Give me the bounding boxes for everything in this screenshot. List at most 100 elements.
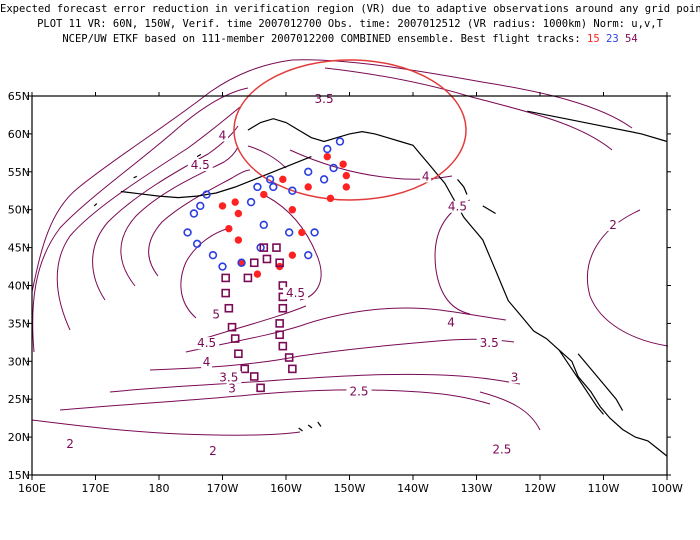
contour-lines [31, 59, 669, 436]
contour-label-bg [444, 200, 470, 213]
contour-label: 4.5 [448, 200, 467, 214]
track-54-point [249, 372, 259, 381]
x-tick-label: 150W [334, 482, 366, 495]
track-54-point [275, 330, 284, 340]
contour-label-bg [476, 337, 502, 350]
coastlines [93, 110, 668, 457]
map-border [31, 95, 668, 476]
y-tick-label: 50N [8, 204, 30, 217]
track-15-point [288, 251, 297, 259]
contour-2-5-south [59, 389, 491, 411]
track-54-point [262, 254, 272, 264]
track-15-point [225, 224, 233, 233]
contour-label: 3.5 [219, 370, 238, 384]
contour-3-south [109, 373, 521, 393]
track-23-point [329, 163, 338, 173]
track-54-point [284, 353, 294, 362]
contour-label: 5 [212, 307, 220, 321]
coastline-segment [247, 118, 668, 457]
contour-3-5-west [92, 125, 239, 301]
coastline-segment [196, 153, 202, 158]
plot-title-line-2: PLOT 11 VR: 60N, 150W, Verif. time 20070… [37, 18, 663, 30]
coastline-segment [307, 424, 313, 429]
contour-label: 3.5 [315, 92, 334, 106]
track-23-point [218, 262, 227, 271]
coastline-segment [577, 353, 624, 411]
x-tick-label: 110W [588, 482, 620, 495]
x-tick-label: 100W [651, 482, 683, 495]
track-54-point [221, 273, 230, 283]
track-54-point [240, 364, 250, 374]
contour-label-bg [509, 371, 521, 384]
contour-label: 4.5 [197, 336, 216, 350]
track-54-point [224, 303, 234, 313]
track-54-point [234, 349, 243, 359]
contour-label-bg [210, 308, 222, 321]
track-54-point [278, 303, 288, 313]
coastline-segment [457, 179, 468, 195]
contour-label: 4.5 [286, 286, 305, 300]
track-23-markers [183, 137, 345, 271]
contour-4-south [185, 307, 507, 353]
contour-5 [180, 227, 231, 319]
track-54-point [278, 341, 288, 351]
contour-label: 3 [228, 382, 236, 396]
track-54-point [230, 334, 240, 343]
coastline-segment [482, 205, 496, 215]
plot-title-line-3: NCEP/UW ETKF based on 111-member 2007012… [0, 32, 700, 46]
contour-label-bg [217, 129, 228, 142]
track-54-point [259, 243, 269, 252]
track-54-point [278, 281, 288, 290]
contour-label-bg [207, 444, 219, 457]
axis-tick-labels: 160E 170E 180 170W 160W 150W 140W 130W 120W 110W 1… [8, 90, 683, 495]
title-line-3-text: NCEP/UW ETKF based on 111-member 2007012… [62, 33, 581, 45]
track-23-point [335, 137, 345, 146]
contour-label: 3 [511, 370, 519, 384]
plot-title-line-1: Expected forecast error reduction in ver… [0, 3, 700, 15]
track-15-point [304, 183, 312, 191]
coastline-segment [298, 427, 303, 432]
contour-label-bg [283, 287, 309, 300]
track-15-point [234, 209, 243, 218]
y-tick-label: 20N [8, 431, 30, 444]
x-tick-label: 180 [149, 482, 170, 495]
coastline-segment [527, 110, 668, 143]
track-54-point [243, 273, 253, 283]
track-15-markers [218, 152, 351, 278]
coastline-segment [558, 349, 604, 415]
track-23-point [288, 186, 297, 195]
contour-3-east [324, 67, 613, 151]
contour-4-5-south [205, 305, 307, 339]
y-tick-label: 40N [8, 280, 30, 293]
track-15-point [339, 160, 347, 168]
track-23-point [259, 220, 268, 230]
contour-label-bg [194, 337, 220, 350]
contour-2-south [31, 419, 301, 436]
contour-2 [31, 59, 633, 293]
track-23-point [189, 209, 199, 218]
coastline-segment [317, 421, 322, 427]
x-tick-label: 140W [397, 482, 429, 495]
track-15-point [288, 206, 297, 214]
contour-label-bg [420, 170, 432, 183]
contour-label-bg [187, 159, 213, 172]
y-tick-label: 30N [8, 355, 30, 368]
track-54-point [275, 258, 284, 268]
track-54-point [221, 288, 230, 298]
track-23-point [253, 182, 262, 192]
track-23-point [196, 201, 205, 211]
track-23-point [319, 175, 329, 184]
track-15-point [253, 270, 262, 278]
track-54-point [288, 364, 297, 374]
track-23-point [284, 228, 294, 237]
track-15-point [218, 202, 227, 210]
contour-label-bg [226, 382, 238, 395]
contour-label: 2 [66, 437, 74, 451]
track-23-point [237, 258, 246, 267]
contour-label: 2 [209, 444, 217, 458]
track-15-point [342, 171, 351, 180]
contour-label: 4.5 [191, 158, 210, 172]
track-23-point [304, 250, 313, 260]
track-23-point [192, 239, 202, 249]
track-54-point [272, 243, 281, 252]
